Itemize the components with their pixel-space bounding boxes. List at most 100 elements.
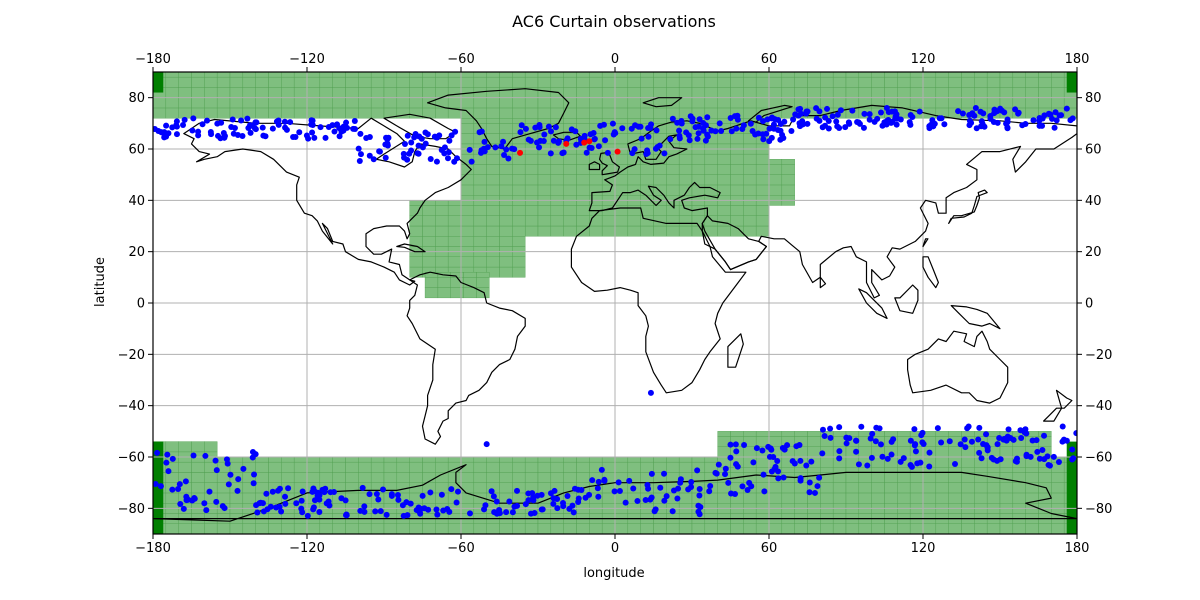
- coverage-cell: [781, 431, 795, 437]
- curtain-point: [676, 127, 683, 134]
- coverage-cell: [216, 72, 231, 78]
- coverage-cell: [717, 133, 731, 145]
- coverage-cell: [768, 482, 783, 494]
- coverage-cell: [704, 205, 718, 216]
- coverage-cell: [524, 117, 539, 124]
- coverage-cell: [909, 72, 924, 78]
- coverage-cell: [486, 215, 500, 227]
- coverage-cell: [306, 472, 321, 483]
- coverage-cell: [255, 461, 269, 473]
- curtain-point: [399, 502, 406, 509]
- coverage-cell: [755, 174, 770, 186]
- coverage-cell: [832, 482, 847, 494]
- coverage-cell: [524, 153, 539, 165]
- coverage-cell: [499, 164, 513, 175]
- coverage-cell: [986, 97, 1001, 109]
- curtain-point: [419, 492, 426, 499]
- highlight-point: [586, 138, 593, 145]
- coverage-cell: [422, 523, 436, 534]
- curtain-point: [748, 483, 755, 490]
- coverage-cell: [524, 164, 539, 175]
- curtain-point: [336, 133, 343, 140]
- curtain-point: [718, 127, 725, 134]
- y-tick-label-right: 0: [1085, 297, 1093, 312]
- coverage-cell: [281, 87, 295, 98]
- coverage-cell: [460, 123, 475, 134]
- curtain-point: [733, 448, 740, 455]
- coverage-cell: [807, 446, 821, 458]
- coverage-cell: [255, 456, 269, 463]
- curtain-point: [1060, 436, 1067, 443]
- coverage-cell: [666, 523, 680, 534]
- coverage-cell: [935, 76, 949, 88]
- curtain-point: [601, 476, 608, 483]
- curtain-point: [163, 459, 170, 466]
- x-tick-label-top: −120: [289, 52, 325, 67]
- curtain-point: [879, 453, 886, 460]
- coverage-cell: [512, 492, 526, 504]
- coverage-cell: [640, 523, 654, 534]
- curtain-point: [916, 108, 923, 115]
- curtain-point: [752, 131, 759, 138]
- highlight-point: [563, 140, 570, 147]
- curtain-point: [912, 448, 919, 455]
- coverage-cell: [743, 164, 757, 175]
- curtain-point: [869, 430, 876, 437]
- curtain-point: [885, 116, 892, 123]
- coverage-cell: [204, 97, 218, 109]
- coverage-cell: [755, 153, 770, 165]
- curtain-point: [503, 509, 510, 516]
- coverage-cell: [730, 184, 744, 196]
- coverage-cell: [319, 97, 333, 109]
- coverage-cell: [293, 107, 308, 119]
- curtain-point: [448, 486, 455, 493]
- curtain-point: [575, 498, 582, 505]
- curtain-point: [683, 129, 690, 136]
- coverage-cell: [948, 431, 962, 437]
- coverage-cell: [1038, 472, 1052, 483]
- coverage-cell: [743, 153, 757, 165]
- coverage-cell: [884, 76, 898, 88]
- x-tick-label-top: 120: [911, 52, 936, 67]
- africa-coastline: [570, 207, 747, 394]
- coverage-cell: [332, 456, 346, 463]
- coverage-cell: [935, 87, 949, 98]
- coverage-cell: [447, 236, 462, 247]
- coverage-cell: [537, 164, 552, 175]
- coverage-cell: [691, 76, 706, 88]
- curtain-point: [1029, 437, 1036, 444]
- curtain-point: [454, 488, 461, 495]
- curtain-point: [843, 440, 850, 447]
- coverage-cell: [165, 72, 179, 78]
- curtain-point: [400, 150, 407, 157]
- curtain-point: [619, 125, 626, 132]
- coverage-cell: [614, 72, 629, 78]
- curtain-point: [700, 120, 707, 127]
- coverage-cell: [974, 492, 988, 504]
- coverage-cell: [678, 215, 693, 227]
- coverage-cell: [640, 87, 654, 98]
- x-tick-label-top: −180: [135, 52, 171, 67]
- sumatra-coastline: [858, 288, 888, 319]
- coverage-cell: [178, 461, 192, 473]
- curtain-point: [688, 479, 695, 486]
- coverage-cell: [204, 523, 218, 534]
- coverage-cell: [293, 76, 308, 88]
- curtain-point: [759, 131, 766, 138]
- coverage-cell: [422, 76, 436, 88]
- curtain-point: [251, 124, 258, 131]
- curtain-point: [968, 438, 975, 445]
- curtain-point: [329, 122, 336, 129]
- curtain-point: [888, 451, 895, 458]
- curtain-point: [422, 140, 429, 147]
- curtain-point: [182, 478, 189, 485]
- curtain-point: [263, 490, 270, 497]
- coverage-cell: [255, 87, 269, 98]
- coverage-cell: [306, 97, 321, 109]
- coverage-cell: [794, 492, 808, 504]
- coverage-cell: [614, 461, 629, 473]
- y-tick-label-right: −80: [1085, 502, 1112, 517]
- coverage-cell: [191, 72, 205, 78]
- curtain-point: [239, 133, 246, 140]
- coverage-cell: [935, 472, 949, 483]
